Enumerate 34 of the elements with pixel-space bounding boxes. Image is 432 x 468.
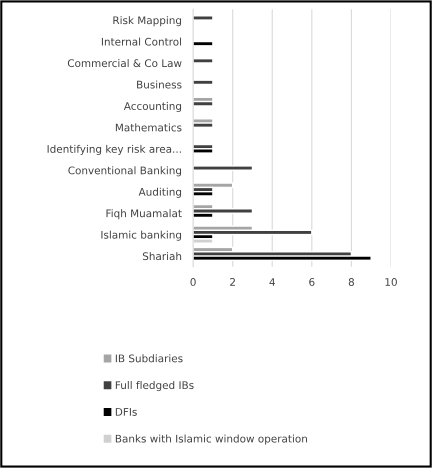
legend-label: IB Subdiaries <box>116 354 183 362</box>
y-tick-label: Auditing <box>138 188 182 198</box>
legend-label: DFIs <box>116 408 137 416</box>
y-tick-label: Identifying key risk area... <box>48 144 181 155</box>
bar <box>193 208 254 214</box>
y-tick-label: Business <box>137 80 182 89</box>
bar <box>193 255 372 262</box>
y-tick-label: Risk Mapping <box>113 16 182 26</box>
y-tick-label: Mathematics <box>116 123 182 132</box>
bar <box>193 230 313 236</box>
y-tick-label: Islamic banking <box>101 230 182 241</box>
y-tick-label: Conventional Banking <box>68 166 182 176</box>
x-tick-label: 0 <box>190 278 196 286</box>
bar <box>193 40 214 47</box>
legend-label: Banks with Islamic window operation <box>116 434 307 445</box>
bar <box>193 79 214 86</box>
y-tick-label: Shariah <box>142 252 182 260</box>
bar <box>193 165 254 171</box>
x-tick-label: 8 <box>348 278 354 286</box>
bar <box>193 15 214 21</box>
y-tick-label: Commercial & Co Law <box>68 59 182 68</box>
y-tick-label: Internal Control <box>102 38 182 46</box>
y-tick-label: Accounting <box>124 102 182 112</box>
y-tick-label: Fiqh Muamalat <box>106 209 182 220</box>
x-tick-label: 10 <box>385 278 397 286</box>
bar <box>193 100 214 107</box>
x-tick-label: 4 <box>269 278 275 286</box>
bar <box>193 148 214 154</box>
legend-label: Full fledged IBs <box>116 381 194 392</box>
x-tick-label: 2 <box>230 278 235 286</box>
bar <box>193 190 214 197</box>
bar <box>193 58 214 64</box>
bar <box>193 122 214 128</box>
x-tick-label: 6 <box>309 278 314 286</box>
